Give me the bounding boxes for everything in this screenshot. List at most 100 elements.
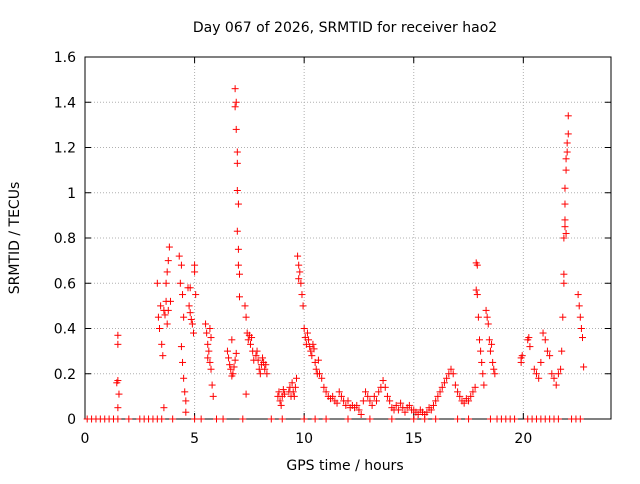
data-point: [432, 415, 440, 423]
data-point: [295, 275, 303, 283]
data-point: [262, 361, 270, 369]
data-point: [563, 148, 571, 156]
data-point: [182, 408, 190, 416]
data-point: [233, 186, 241, 194]
data-point: [160, 404, 168, 412]
data-point: [288, 379, 296, 387]
data-point: [344, 415, 352, 423]
data-point: [191, 261, 199, 269]
data-point: [486, 415, 494, 423]
data-point: [205, 347, 213, 355]
data-point: [180, 374, 188, 382]
data-point: [164, 257, 172, 265]
data-point: [176, 279, 184, 287]
data-point: [159, 352, 167, 360]
data-point: [427, 406, 435, 414]
data-point: [261, 365, 269, 373]
data-point: [577, 325, 585, 332]
data-point: [233, 227, 241, 235]
data-point: [375, 388, 383, 396]
data-point: [232, 125, 240, 133]
data-point: [231, 103, 239, 111]
data-point: [297, 279, 305, 287]
data-point: [473, 291, 481, 299]
data-point: [207, 334, 215, 342]
data-point: [187, 315, 195, 323]
data-point: [316, 370, 324, 378]
data-point: [292, 374, 300, 382]
data-point: [421, 415, 429, 423]
data-point: [526, 343, 534, 351]
data-point: [188, 320, 196, 328]
data-point: [189, 329, 197, 337]
data-point: [207, 365, 215, 373]
data-point: [511, 415, 519, 423]
data-point: [197, 415, 205, 423]
data-point: [234, 261, 242, 269]
data-point: [234, 245, 242, 253]
data-point: [156, 325, 164, 332]
data-point: [479, 370, 487, 378]
grid-layer: [85, 57, 611, 419]
data-point: [483, 313, 491, 321]
data-point: [576, 313, 584, 321]
data-point: [436, 388, 444, 396]
data-point: [482, 306, 490, 314]
chart-title: Day 067 of 2026, SRMTID for receiver hao…: [193, 20, 497, 36]
data-point: [342, 401, 350, 409]
data-point: [372, 397, 380, 405]
data-point: [162, 279, 170, 287]
x-tick-label: 15: [405, 431, 423, 447]
data-point: [473, 261, 481, 269]
data-point: [294, 252, 302, 260]
data-point: [576, 415, 584, 423]
data-point: [484, 320, 492, 328]
data-point: [179, 291, 187, 299]
data-point: [163, 320, 171, 328]
data-point: [353, 401, 361, 409]
data-point: [370, 392, 378, 400]
data-point: [410, 415, 418, 423]
data-point: [362, 388, 370, 396]
data-point: [298, 291, 306, 299]
data-point: [223, 347, 231, 355]
data-point: [182, 397, 190, 405]
data-point: [471, 383, 479, 391]
data-point: [561, 200, 569, 208]
data-point: [333, 399, 341, 407]
data-point: [310, 345, 318, 353]
data-point: [157, 302, 165, 310]
x-axis-label: GPS time / hours: [286, 458, 403, 474]
data-point: [256, 370, 264, 378]
data-point: [320, 383, 328, 391]
data-point: [204, 340, 212, 348]
data-point: [557, 365, 565, 373]
data-point: [561, 223, 569, 231]
data-point: [397, 399, 405, 407]
data-point: [329, 392, 337, 400]
data-point: [564, 130, 572, 138]
data-point: [476, 336, 483, 344]
data-point: [312, 365, 320, 373]
data-point: [289, 388, 297, 396]
data-point: [204, 354, 212, 362]
x-tick-label: 0: [81, 431, 90, 447]
data-point: [236, 293, 244, 301]
data-point: [517, 358, 525, 366]
data-point: [472, 286, 480, 294]
data-point: [192, 291, 200, 299]
data-point: [179, 358, 187, 366]
data-point: [561, 184, 569, 192]
data-point: [254, 356, 262, 364]
data-point: [311, 415, 319, 423]
data-point: [252, 352, 260, 360]
data-point: [456, 392, 464, 400]
data-point: [554, 370, 562, 378]
data-point: [525, 334, 533, 342]
data-point: [232, 349, 240, 357]
y-tick-label: 0: [67, 412, 76, 428]
y-tick-label: 0.4: [54, 322, 76, 338]
data-point: [560, 234, 568, 242]
data-point: [164, 306, 172, 314]
y-tick-label: 1.6: [54, 50, 76, 66]
